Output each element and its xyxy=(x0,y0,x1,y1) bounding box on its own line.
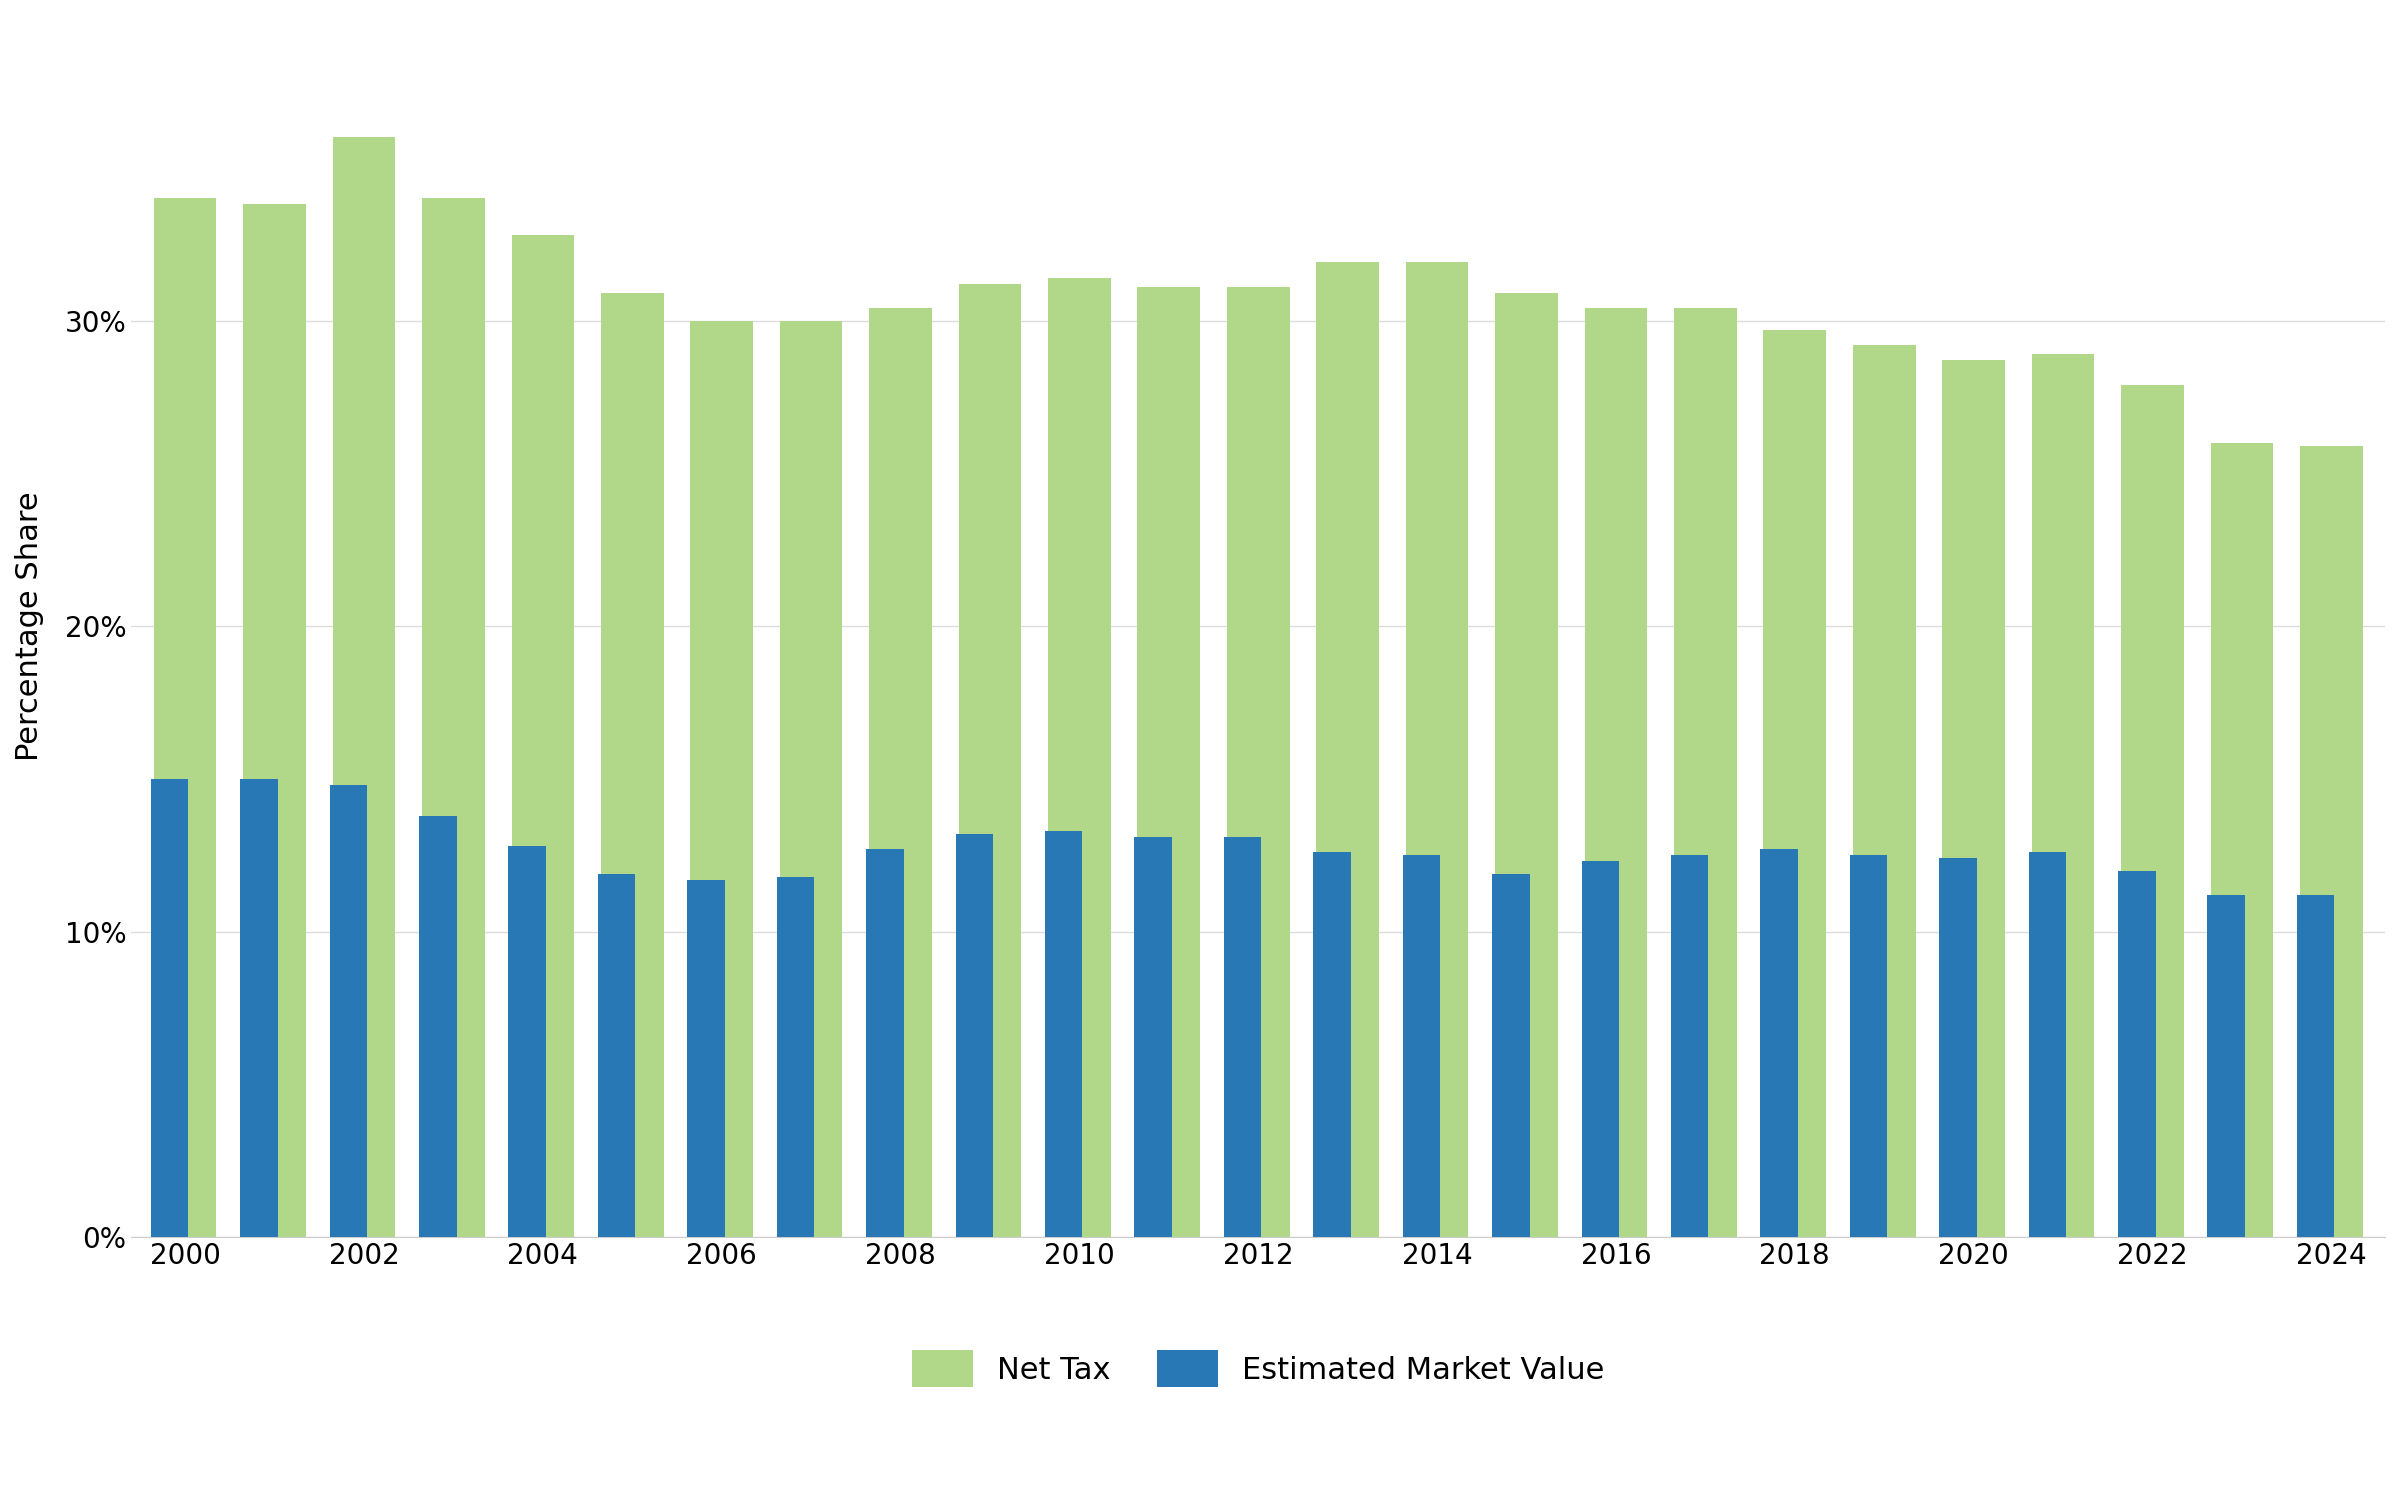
Bar xyxy=(2297,896,2335,1238)
Bar xyxy=(686,879,725,1238)
Bar xyxy=(1939,858,1978,1238)
Bar xyxy=(780,321,842,1238)
Bar xyxy=(691,321,754,1238)
Legend: Net Tax, Estimated Market Value: Net Tax, Estimated Market Value xyxy=(900,1338,1618,1400)
Bar xyxy=(2122,384,2184,1238)
Bar xyxy=(1224,837,1262,1238)
Bar xyxy=(1493,873,1529,1238)
Bar xyxy=(1049,278,1111,1238)
Bar xyxy=(1764,330,1826,1238)
Bar xyxy=(1402,855,1440,1238)
Bar xyxy=(958,284,1022,1238)
Bar xyxy=(778,876,814,1238)
Bar xyxy=(1584,309,1646,1238)
Bar xyxy=(955,834,994,1238)
Bar xyxy=(1138,286,1200,1238)
Bar xyxy=(1850,855,1886,1238)
Bar xyxy=(511,236,574,1238)
Bar xyxy=(1406,262,1469,1238)
Bar xyxy=(151,778,187,1238)
Bar xyxy=(1313,852,1351,1238)
Bar xyxy=(240,778,278,1238)
Bar xyxy=(1315,262,1380,1238)
Y-axis label: Percentage Share: Percentage Share xyxy=(14,492,43,760)
Bar xyxy=(1495,292,1558,1238)
Bar xyxy=(154,198,216,1238)
Bar xyxy=(422,198,485,1238)
Bar xyxy=(2033,354,2095,1238)
Bar xyxy=(1942,360,2004,1238)
Bar xyxy=(2119,870,2155,1238)
Bar xyxy=(242,204,305,1238)
Bar xyxy=(869,309,931,1238)
Bar xyxy=(420,816,456,1238)
Bar xyxy=(866,849,905,1238)
Bar xyxy=(1135,837,1171,1238)
Bar xyxy=(1582,861,1620,1238)
Bar xyxy=(1759,849,1798,1238)
Bar xyxy=(2299,446,2362,1238)
Bar xyxy=(334,136,396,1238)
Bar xyxy=(2210,442,2273,1238)
Bar xyxy=(1226,286,1289,1238)
Bar xyxy=(509,846,545,1238)
Bar xyxy=(329,784,367,1238)
Bar xyxy=(598,873,636,1238)
Bar xyxy=(1853,345,1915,1238)
Bar xyxy=(1044,831,1082,1238)
Bar xyxy=(2028,852,2066,1238)
Bar xyxy=(1675,309,1738,1238)
Bar xyxy=(2208,896,2244,1238)
Bar xyxy=(600,292,662,1238)
Bar xyxy=(1670,855,1709,1238)
